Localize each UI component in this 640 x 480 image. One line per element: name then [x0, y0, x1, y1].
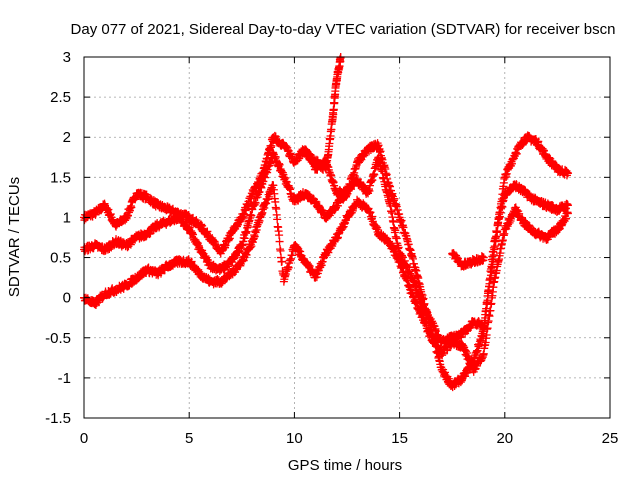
y-axis-label: SDTVAR / TECUs — [6, 177, 23, 297]
series-track-5 — [448, 249, 488, 271]
y-tick-label: 2.5 — [50, 89, 71, 106]
data-point — [479, 253, 488, 262]
data-point — [563, 169, 572, 178]
series-track-3 — [80, 181, 572, 376]
y-tick-label: 3 — [63, 49, 71, 66]
y-tick-label: 2 — [63, 129, 71, 146]
x-tick-label: 15 — [391, 430, 408, 447]
axis-ticks — [83, 56, 611, 419]
x-tick-label: 0 — [80, 430, 88, 447]
y-tick-label: 1.5 — [50, 169, 71, 186]
chart-title: Day 077 of 2021, Sidereal Day-to-day VTE… — [71, 21, 616, 38]
y-tick-label: 1 — [63, 209, 71, 226]
x-tick-labels: 0 5 10 15 20 25 — [80, 430, 619, 447]
x-tick-label: 20 — [496, 430, 513, 447]
y-tick-labels: -1.5 -1 -0.5 0 0.5 1 1.5 2 2.5 3 — [45, 49, 71, 427]
data-point — [273, 215, 282, 224]
data-points — [80, 53, 572, 392]
x-axis-label: GPS time / hours — [288, 457, 402, 474]
data-point — [275, 237, 284, 246]
data-point — [563, 201, 572, 210]
y-tick-label: 0 — [63, 290, 71, 307]
series-track-4 — [300, 53, 345, 174]
y-tick-label: -1 — [58, 370, 71, 387]
data-point — [247, 211, 256, 220]
data-point — [563, 209, 572, 218]
y-tick-label: -1.5 — [45, 410, 71, 427]
data-point — [277, 257, 286, 266]
x-tick-label: 25 — [602, 430, 619, 447]
plot-frame — [83, 56, 611, 419]
data-point — [491, 233, 500, 242]
x-tick-label: 5 — [185, 430, 193, 447]
y-tick-label: 0.5 — [50, 250, 71, 267]
x-tick-label: 10 — [286, 430, 303, 447]
y-tick-label: -0.5 — [45, 330, 71, 347]
